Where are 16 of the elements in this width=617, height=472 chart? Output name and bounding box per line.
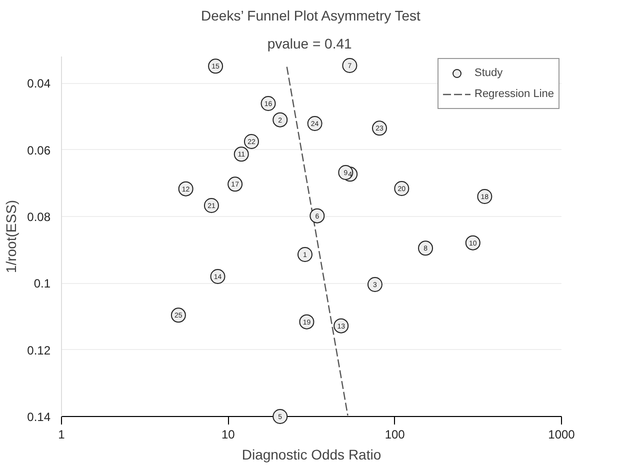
y-tick-label: 0.08 <box>27 210 51 224</box>
legend-label: Study <box>474 67 503 79</box>
x-tick-label: 100 <box>384 428 406 442</box>
y-tick-label: 0.06 <box>27 143 51 158</box>
x-tick-label: 1 <box>58 428 66 442</box>
y-axis-title: 1/root(ESS) <box>3 200 20 274</box>
x-tick-label: 1000 <box>548 428 576 442</box>
legend-label: Regression Line <box>474 88 554 100</box>
y-tick-label: 0.12 <box>27 343 51 358</box>
chart-title: Deeks’ Funnel Plot Asymmetry Test <box>201 8 421 24</box>
y-tick-label: 0.14 <box>27 410 51 424</box>
chart-subtitle: pvalue = 0.41 <box>267 36 352 52</box>
x-tick-label: 10 <box>221 428 236 442</box>
y-tick-label: 0.04 <box>27 76 51 91</box>
x-axis-title: Diagnostic Odds Ratio <box>242 446 382 462</box>
y-tick-label: 0.1 <box>34 276 51 291</box>
